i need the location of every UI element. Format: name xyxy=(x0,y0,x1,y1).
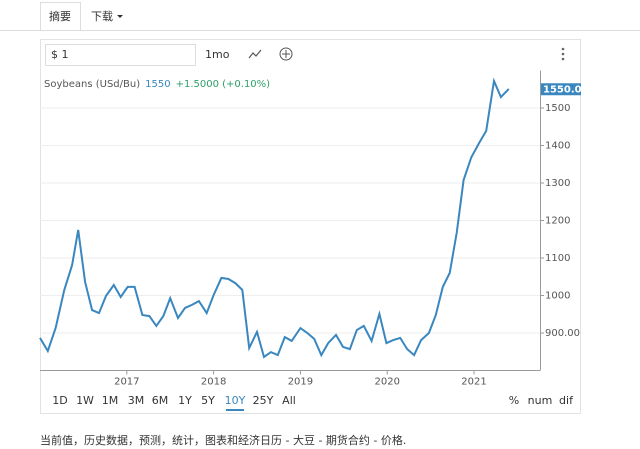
range-button[interactable]: 5Y xyxy=(201,394,215,407)
last-value-label: 1550.00 xyxy=(543,84,589,95)
range-button[interactable]: 6M xyxy=(152,394,169,407)
range-button[interactable]: 1M xyxy=(102,394,119,407)
tab[interactable]: 下载 xyxy=(91,10,113,23)
tab[interactable]: 摘要 xyxy=(49,9,71,23)
y-tick-label: 1100 xyxy=(545,253,570,264)
x-tick-label: 2017 xyxy=(114,377,139,388)
y-tick-label: 1000 xyxy=(545,291,570,302)
menu-dots[interactable] xyxy=(561,47,565,61)
range-button[interactable]: 1Y xyxy=(178,394,192,407)
x-tick-label: 2021 xyxy=(461,377,486,388)
x-tick-label: 2018 xyxy=(201,377,226,388)
x-tick-label: 2020 xyxy=(374,377,399,388)
interval[interactable]: 1mo xyxy=(205,48,230,61)
y-tick-label: 1200 xyxy=(545,216,570,227)
range-button[interactable]: 3M xyxy=(128,394,145,407)
legend-change: +1.5000 (+0.10%) xyxy=(176,79,271,90)
compare-plus xyxy=(282,50,290,58)
range-button[interactable]: 1D xyxy=(52,394,67,407)
active-tab-box xyxy=(40,2,81,31)
x-tick-label: 2019 xyxy=(288,377,313,388)
legend-value: 1550 xyxy=(145,79,170,90)
compare-icon[interactable] xyxy=(279,47,293,61)
y-tick-label: 1400 xyxy=(545,141,570,152)
caret xyxy=(117,15,123,18)
y-tick-label: 1500 xyxy=(545,103,570,114)
y-tick-label: 900.00 xyxy=(545,328,580,339)
range-button[interactable]: 25Y xyxy=(253,394,274,407)
display-mode[interactable]: num xyxy=(528,394,553,407)
symbol-input[interactable]: $ 1 xyxy=(51,48,69,61)
y-tick-label: 1300 xyxy=(545,178,570,189)
last-value-box xyxy=(541,83,581,96)
footer: 当前值，历史数据，预测，统计，图表和经济日历 - 大豆 - 期货合约 - 价格. xyxy=(40,433,406,447)
price-line xyxy=(39,77,510,359)
symbol-input-box[interactable] xyxy=(45,44,196,66)
range-button[interactable]: 1W xyxy=(76,394,94,407)
display-mode[interactable]: % xyxy=(509,394,519,407)
display-mode[interactable]: dif xyxy=(559,394,574,407)
range-button[interactable]: All xyxy=(282,394,296,407)
legend-series: Soybeans (USd/Bu) xyxy=(44,79,140,90)
chart-type-icon[interactable] xyxy=(248,49,262,59)
range-button[interactable]: 10Y xyxy=(225,394,246,407)
